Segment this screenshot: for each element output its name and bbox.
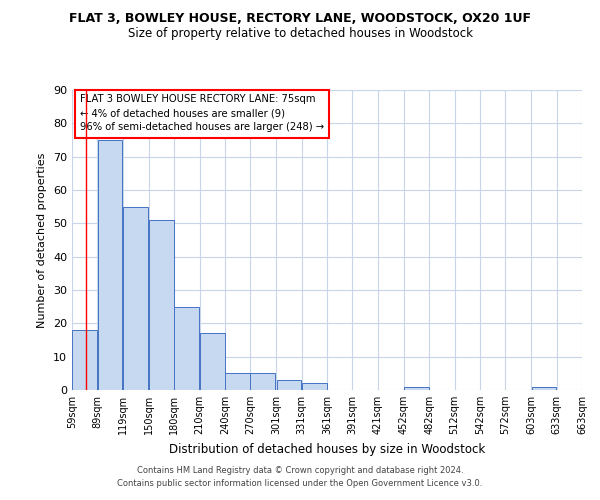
Text: FLAT 3 BOWLEY HOUSE RECTORY LANE: 75sqm
← 4% of detached houses are smaller (9)
: FLAT 3 BOWLEY HOUSE RECTORY LANE: 75sqm …: [80, 94, 324, 132]
Text: Size of property relative to detached houses in Woodstock: Size of property relative to detached ho…: [128, 28, 473, 40]
Bar: [72, 330, 97, 390]
Text: FLAT 3, BOWLEY HOUSE, RECTORY LANE, WOODSTOCK, OX20 1UF: FLAT 3, BOWLEY HOUSE, RECTORY LANE, WOOD…: [69, 12, 531, 26]
Bar: [123, 206, 148, 390]
Bar: [532, 386, 556, 390]
Bar: [404, 386, 429, 390]
Bar: [302, 384, 327, 390]
Bar: [277, 380, 301, 390]
Bar: [250, 374, 275, 390]
Bar: [225, 374, 250, 390]
Text: Contains HM Land Registry data © Crown copyright and database right 2024.
Contai: Contains HM Land Registry data © Crown c…: [118, 466, 482, 487]
X-axis label: Distribution of detached houses by size in Woodstock: Distribution of detached houses by size …: [169, 442, 485, 456]
Bar: [175, 306, 199, 390]
Bar: [149, 220, 174, 390]
Bar: [200, 334, 224, 390]
Bar: [98, 140, 122, 390]
Y-axis label: Number of detached properties: Number of detached properties: [37, 152, 47, 328]
